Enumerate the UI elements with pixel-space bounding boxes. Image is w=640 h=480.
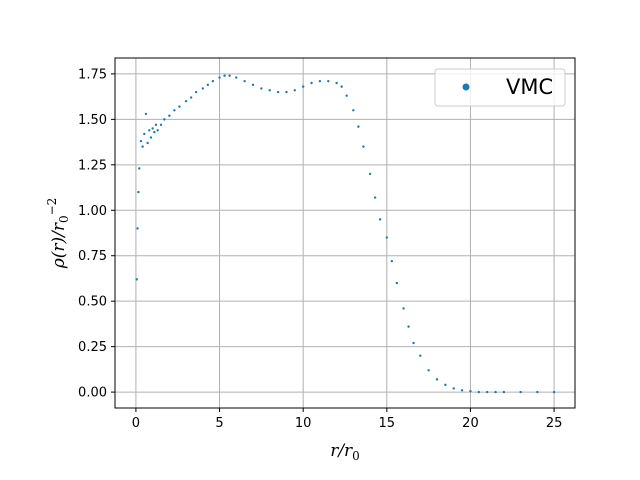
data-point	[502, 390, 506, 394]
data-point	[168, 114, 171, 117]
data-point	[211, 79, 215, 83]
data-point	[327, 79, 330, 83]
data-point	[154, 123, 158, 127]
data-points	[135, 74, 556, 394]
data-point	[452, 387, 455, 390]
data-point	[362, 145, 365, 148]
x-tick-label: 15	[379, 416, 396, 431]
data-point	[494, 390, 497, 394]
data-point	[385, 236, 389, 239]
x-tick-label: 5	[215, 416, 223, 431]
data-point	[136, 227, 139, 230]
tick-layer: 0 5 10 15 20 25 0.00 0.25 0.50 0.75 1.00 1.25 1.50 1.…	[78, 67, 562, 431]
y-tick-label: 1.75	[78, 67, 107, 82]
data-point	[552, 390, 556, 394]
x-tick-label: 10	[295, 416, 312, 431]
data-point	[139, 139, 143, 143]
data-point	[251, 83, 255, 87]
data-point	[218, 76, 221, 79]
data-point	[201, 87, 205, 90]
y-tick-label: 0.50	[78, 295, 107, 310]
data-point	[285, 90, 288, 94]
x-tick-label: 0	[132, 416, 140, 431]
data-point	[301, 85, 305, 88]
legend: VMC	[434, 68, 566, 107]
data-point	[435, 378, 439, 381]
data-point	[189, 96, 193, 99]
data-point	[206, 83, 210, 87]
data-point	[419, 354, 422, 357]
data-point	[159, 123, 163, 127]
legend-box	[434, 68, 566, 107]
y-tick-label: 0.75	[78, 249, 107, 264]
data-point	[340, 85, 343, 88]
x-tick-label: 20	[462, 416, 479, 431]
data-point	[373, 196, 377, 199]
data-point	[156, 129, 159, 132]
data-point	[268, 89, 271, 92]
data-point	[163, 118, 166, 121]
data-point	[173, 109, 176, 112]
data-point	[276, 90, 280, 94]
data-point	[427, 369, 430, 372]
data-point	[153, 130, 156, 134]
y-tick-label: 1.00	[78, 204, 107, 219]
data-point	[519, 390, 522, 394]
y-tick-label: 1.50	[78, 113, 107, 128]
data-point	[407, 325, 410, 328]
data-point	[143, 132, 146, 136]
data-point	[138, 167, 141, 170]
data-point	[485, 390, 489, 394]
data-point	[352, 109, 355, 112]
data-point	[293, 89, 297, 92]
data-point	[395, 281, 399, 285]
data-point	[228, 74, 231, 77]
data-point	[148, 129, 151, 132]
data-point	[357, 125, 360, 128]
data-point	[318, 79, 322, 83]
legend-label-vmc: VMC	[506, 75, 553, 99]
data-point	[412, 341, 415, 345]
x-tick-label: 25	[546, 416, 563, 431]
y-tick-label: 0.00	[78, 386, 107, 401]
data-point	[243, 79, 246, 83]
data-point	[402, 307, 405, 310]
data-point	[390, 259, 394, 263]
data-point	[235, 76, 238, 79]
data-point	[151, 127, 154, 130]
data-point	[146, 141, 149, 145]
y-tick-label: 1.25	[78, 158, 107, 173]
data-point	[477, 390, 481, 394]
data-point	[144, 112, 148, 116]
data-point	[141, 145, 144, 148]
data-point	[149, 136, 153, 139]
data-point	[223, 74, 226, 77]
data-point	[345, 94, 348, 97]
data-point	[137, 190, 140, 194]
data-point	[469, 389, 472, 393]
data-point	[335, 81, 338, 85]
data-point	[260, 87, 263, 90]
data-point	[444, 383, 447, 387]
x-axis-label: r/r0	[330, 441, 360, 463]
y-tick-label: 0.25	[78, 340, 107, 355]
data-point	[378, 218, 382, 221]
y-axis-label: ρ(r)/r0−2	[45, 198, 71, 270]
data-point	[135, 278, 138, 281]
data-point	[536, 390, 539, 394]
data-point	[368, 172, 372, 176]
data-point	[460, 389, 464, 392]
legend-marker	[462, 83, 470, 91]
plot-frame	[114, 57, 576, 409]
data-point	[310, 81, 313, 85]
data-point	[178, 105, 181, 108]
data-point	[184, 99, 188, 103]
grid-layer	[115, 58, 575, 408]
data-point	[194, 90, 198, 94]
